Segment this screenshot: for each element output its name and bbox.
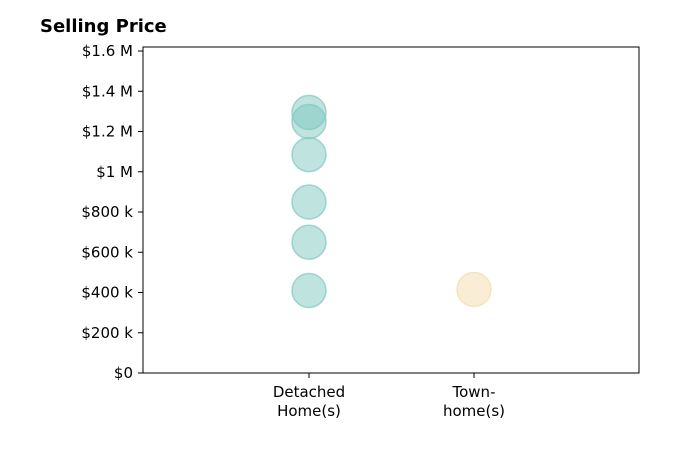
x-tick-label: Detached Home(s) — [273, 383, 345, 420]
y-tick-label: $600 k — [81, 243, 133, 261]
y-tick-label: $0 — [114, 364, 133, 382]
data-point — [291, 184, 327, 220]
y-tick-label: $1 M — [96, 163, 133, 181]
data-point — [291, 272, 327, 309]
data-point — [291, 94, 327, 131]
chart-title: Selling Price — [40, 16, 167, 37]
y-tick-label: $1.4 M — [82, 82, 133, 100]
y-tick-label: $1.6 M — [82, 42, 133, 60]
y-tick-label: $400 k — [81, 284, 133, 302]
x-tick-label: Town-home(s) — [443, 383, 505, 420]
data-point — [456, 271, 492, 308]
y-tick-label: $1.2 M — [82, 123, 133, 141]
data-point — [291, 136, 327, 173]
data-point — [291, 224, 327, 260]
y-tick-label: $800 k — [81, 203, 133, 221]
plot-frame — [142, 46, 640, 374]
y-tick-label: $200 k — [81, 324, 133, 342]
